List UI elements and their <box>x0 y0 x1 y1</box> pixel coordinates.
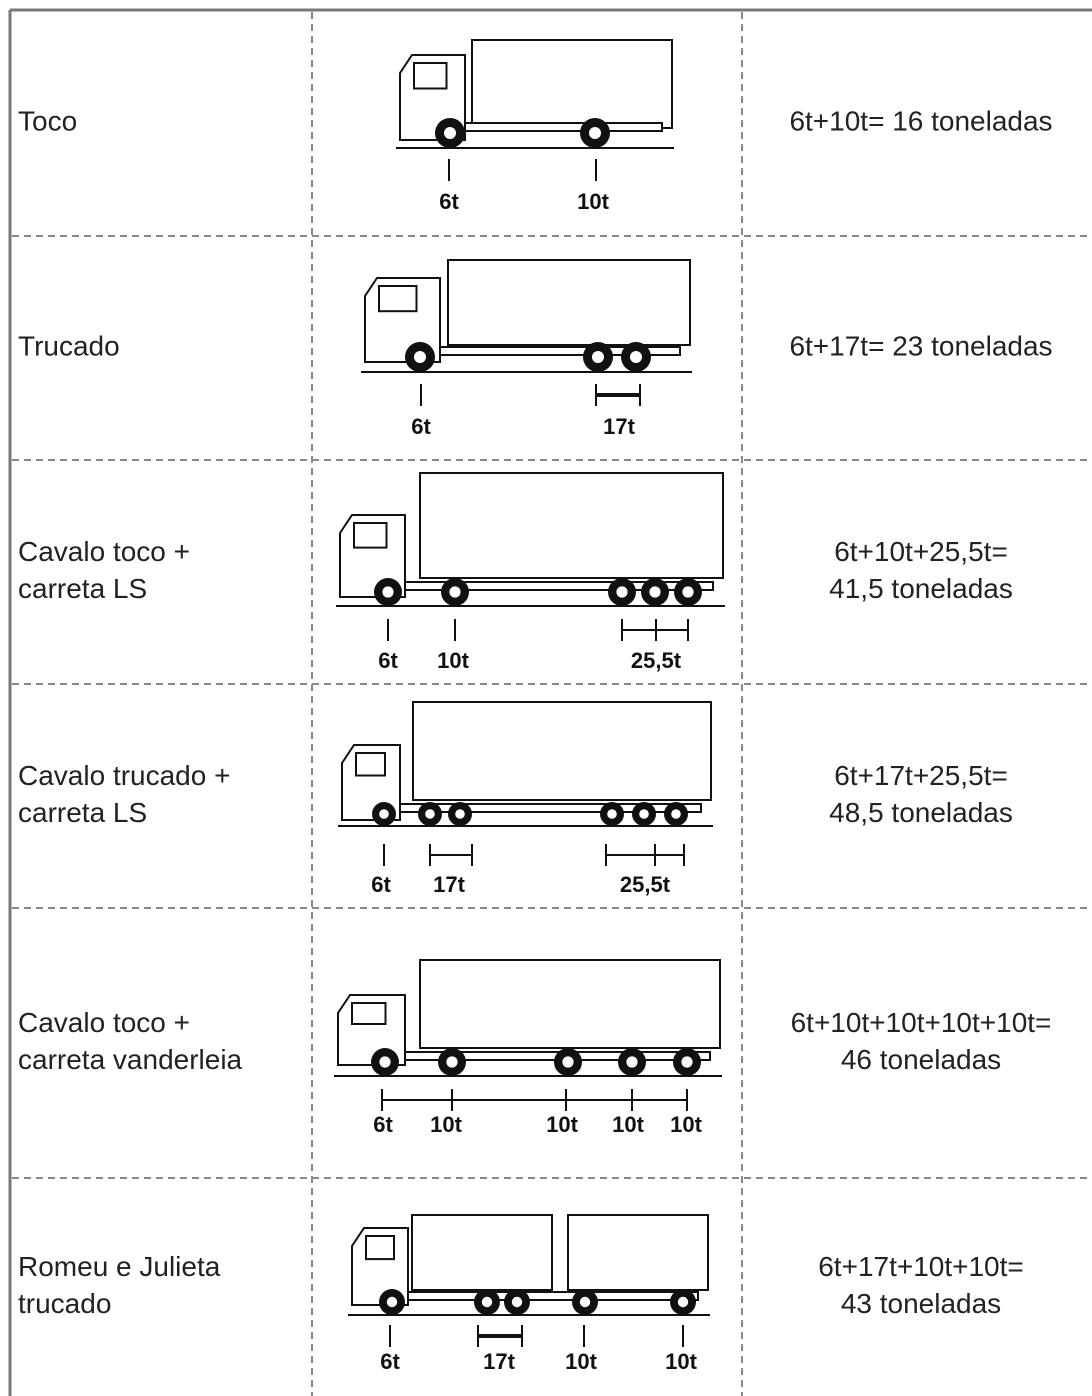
cab-window <box>353 522 388 549</box>
axle-load: 6t <box>378 648 398 673</box>
vehicle-name: Cavalo toco + <box>18 1007 190 1038</box>
axle-load: 17t <box>483 1349 515 1374</box>
vehicle-name: carreta LS <box>18 797 147 828</box>
total-weight: 6t+10t+10t+10t+10t= <box>791 1007 1052 1038</box>
hub <box>481 1296 493 1308</box>
total-weight: 6t+17t+25,5t= <box>834 760 1008 791</box>
vehicle-name: carreta LS <box>18 573 147 604</box>
hub <box>562 1056 574 1068</box>
vehicle-name: Cavalo trucado + <box>18 760 230 791</box>
hub <box>592 351 604 363</box>
hub <box>639 809 649 819</box>
hub <box>414 351 426 363</box>
hub <box>444 127 456 139</box>
vehicle-name: Trucado <box>18 330 120 361</box>
cab-window <box>355 752 386 777</box>
total-weight: 43 toneladas <box>841 1288 1001 1319</box>
axle-load: 25,5t <box>631 648 682 673</box>
cab-window <box>413 62 448 90</box>
axle-load: 6t <box>411 414 431 439</box>
cargo-box <box>412 701 712 801</box>
axle-load: 10t <box>665 1349 697 1374</box>
hub <box>607 809 617 819</box>
hub <box>682 586 694 598</box>
hub <box>379 809 389 819</box>
hub <box>579 1296 591 1308</box>
axle-load: 17t <box>603 414 635 439</box>
cargo-box <box>567 1214 709 1291</box>
axle-load: 10t <box>577 189 609 214</box>
hub <box>681 1056 693 1068</box>
axle-load: 10t <box>612 1112 644 1137</box>
vehicle-name: trucado <box>18 1288 111 1319</box>
axle-load: 10t <box>430 1112 462 1137</box>
cab-window <box>378 285 418 313</box>
axle-load: 6t <box>373 1112 393 1137</box>
axle-load: 25,5t <box>620 872 671 897</box>
cargo-box <box>419 959 721 1049</box>
total-weight: 6t+17t= 23 toneladas <box>789 330 1052 361</box>
axle-load: 10t <box>437 648 469 673</box>
total-weight: 6t+17t+10t+10t= <box>818 1251 1024 1282</box>
axle-load: 10t <box>565 1349 597 1374</box>
total-weight: 41,5 toneladas <box>829 573 1013 604</box>
cargo-box <box>447 259 691 346</box>
axle-load: 6t <box>371 872 391 897</box>
total-weight: 6t+10t+25,5t= <box>834 536 1008 567</box>
vehicle-name: carreta vanderleia <box>18 1044 243 1075</box>
axle-load: 6t <box>380 1349 400 1374</box>
hub <box>649 586 661 598</box>
cab-window <box>365 1235 395 1261</box>
hub <box>511 1296 523 1308</box>
vehicle-name: Toco <box>18 105 77 136</box>
hub <box>449 586 461 598</box>
vehicle-name: Romeu e Julieta <box>18 1251 221 1282</box>
hub <box>626 1056 638 1068</box>
hub <box>630 351 642 363</box>
axle-load: 17t <box>433 872 465 897</box>
axle-load: 6t <box>439 189 459 214</box>
hub <box>589 127 601 139</box>
hub <box>382 586 394 598</box>
axle-load: 10t <box>670 1112 702 1137</box>
cargo-box <box>419 472 724 579</box>
cargo-box <box>471 39 673 129</box>
hub <box>671 809 681 819</box>
vehicle-name: Cavalo toco + <box>18 536 190 567</box>
hub <box>616 586 628 598</box>
hub <box>677 1296 689 1308</box>
total-weight: 46 toneladas <box>841 1044 1001 1075</box>
hub <box>425 809 435 819</box>
axle-load: 10t <box>546 1112 578 1137</box>
hub <box>379 1056 391 1068</box>
cargo-box <box>411 1214 553 1291</box>
total-weight: 48,5 toneladas <box>829 797 1013 828</box>
hub <box>446 1056 458 1068</box>
total-weight: 6t+10t= 16 toneladas <box>789 105 1052 136</box>
hub <box>386 1296 398 1308</box>
cab-window <box>351 1002 387 1025</box>
hub <box>455 809 465 819</box>
